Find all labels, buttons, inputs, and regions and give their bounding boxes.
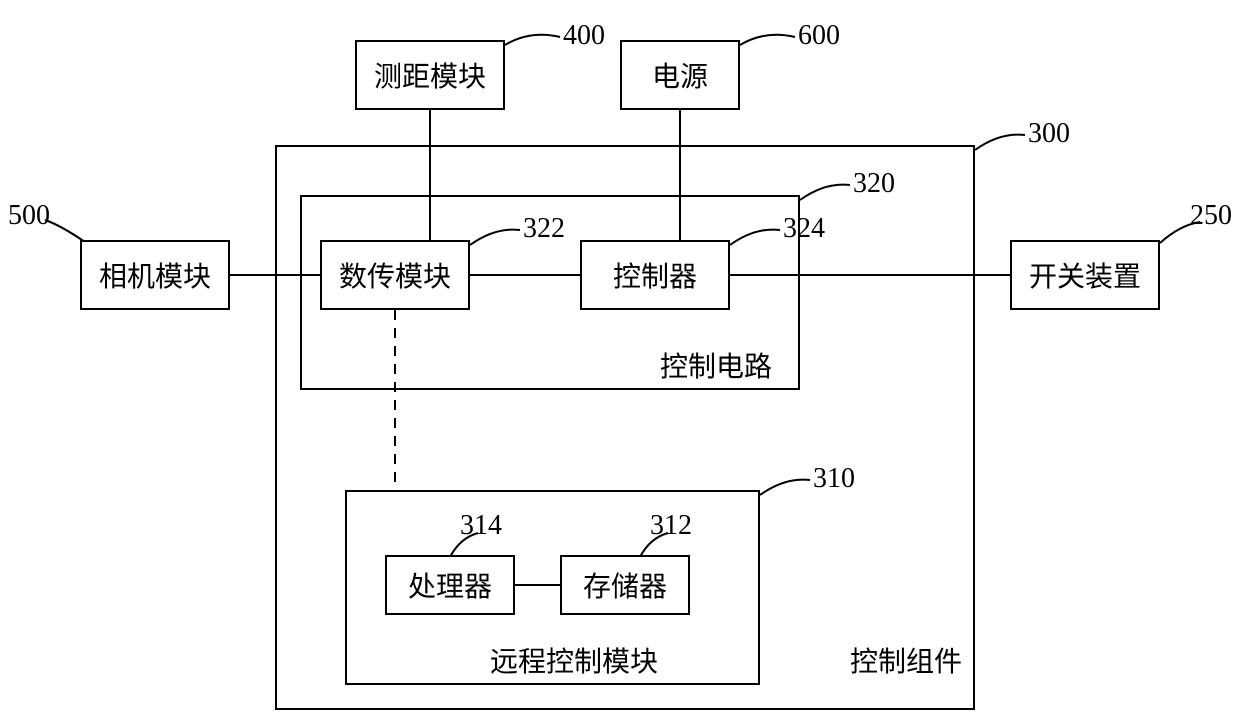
ref-600: 600 — [798, 20, 840, 52]
box-switch-device: 开关装置 — [1010, 240, 1160, 310]
diagram-canvas: 控制组件 300 控制电路 320 远程控制模块 310 测距模块 400 电源… — [0, 0, 1240, 728]
box-switch-label: 开关装置 — [1029, 255, 1141, 295]
box-ranging-label: 测距模块 — [374, 55, 486, 95]
leader-600 — [740, 35, 795, 45]
box-memory: 存储器 — [560, 555, 690, 615]
leader-300 — [975, 135, 1025, 150]
box-controller-label: 控制器 — [613, 255, 697, 295]
ref-300: 300 — [1028, 118, 1070, 150]
ref-310: 310 — [813, 463, 855, 495]
box-camera-module: 相机模块 — [80, 240, 230, 310]
box-datatx-label: 数传模块 — [339, 255, 451, 295]
ref-322: 322 — [523, 213, 565, 245]
box-datatx-module: 数传模块 — [320, 240, 470, 310]
label-remote-control: 远程控制模块 — [490, 640, 658, 680]
box-power-label: 电源 — [652, 55, 708, 95]
box-ranging-module: 测距模块 — [355, 40, 505, 110]
leader-500 — [45, 220, 85, 242]
box-controller: 控制器 — [580, 240, 730, 310]
label-control-circuit: 控制电路 — [660, 345, 772, 385]
ref-324: 324 — [783, 213, 825, 245]
ref-314: 314 — [460, 510, 502, 542]
ref-312: 312 — [650, 510, 692, 542]
box-memory-label: 存储器 — [583, 565, 667, 605]
ref-400: 400 — [563, 20, 605, 52]
ref-500: 500 — [8, 200, 50, 232]
box-processor-label: 处理器 — [408, 565, 492, 605]
ref-250: 250 — [1190, 200, 1232, 232]
ref-320: 320 — [853, 168, 895, 200]
box-camera-label: 相机模块 — [99, 255, 211, 295]
leader-400 — [505, 35, 560, 45]
label-control-component: 控制组件 — [850, 640, 962, 680]
box-power: 电源 — [620, 40, 740, 110]
box-processor: 处理器 — [385, 555, 515, 615]
